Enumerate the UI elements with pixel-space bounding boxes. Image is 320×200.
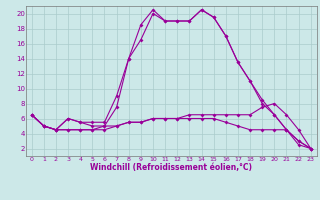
X-axis label: Windchill (Refroidissement éolien,°C): Windchill (Refroidissement éolien,°C) [90,163,252,172]
